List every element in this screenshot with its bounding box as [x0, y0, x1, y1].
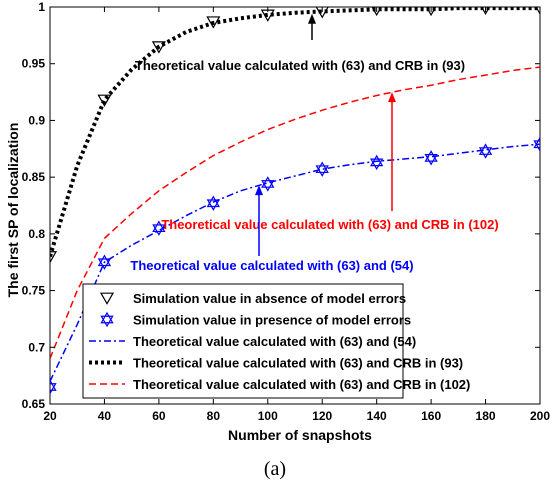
data-point-hexagram — [315, 161, 329, 177]
y-tick-label: 0.8 — [28, 227, 45, 241]
y-axis-label: The first SP of localization — [5, 123, 21, 298]
data-point-triangle — [371, 7, 382, 17]
y-tick-label: 0.7 — [28, 340, 45, 354]
annotations: Theoretical value calculated with (63) a… — [130, 13, 499, 273]
legend-label: Theoretical value calculated with (63) a… — [133, 356, 463, 371]
series-2 — [50, 143, 540, 382]
y-tick-label: 0.75 — [22, 284, 46, 298]
x-tick-label: 80 — [207, 409, 221, 423]
data-point-triangle — [97, 94, 112, 107]
y-tick-label: 0.85 — [22, 170, 46, 184]
data-point-hexagram — [424, 150, 438, 166]
series-1 — [50, 136, 540, 395]
legend: Simulation value in absence of model err… — [82, 283, 470, 399]
annotation-arrowhead — [388, 92, 396, 103]
data-point-hexagram — [152, 220, 166, 236]
legend-swatch-hexagram — [100, 311, 114, 328]
legend-swatch-triangle — [99, 292, 115, 305]
data-point-triangle — [535, 7, 540, 16]
x-tick-label: 160 — [421, 409, 441, 423]
x-tick-label: 120 — [312, 409, 332, 423]
annotation-arrowhead — [255, 185, 263, 196]
data-point-hexagram — [369, 154, 384, 171]
x-tick-label: 200 — [530, 409, 550, 423]
legend-label: Theoretical value calculated with (63) a… — [133, 334, 416, 349]
panel-label: (a) — [263, 458, 287, 480]
legend-label: Simulation value in absence of model err… — [133, 291, 406, 306]
annotation-text: Theoretical value calculated with (63) a… — [135, 58, 465, 73]
data-point-triangle — [206, 16, 221, 29]
data-point-triangle — [151, 41, 166, 54]
data-point-hexagram — [97, 254, 112, 270]
legend-label: Simulation value in presence of model er… — [133, 313, 411, 328]
data-point-hexagram — [261, 176, 275, 192]
annotation-text: Theoretical value calculated with (63) a… — [161, 217, 498, 232]
data-point-hexagram — [206, 195, 221, 211]
data-point-hexagram — [50, 379, 57, 395]
y-tick-label: 0.95 — [22, 57, 46, 71]
series-4 — [50, 66, 540, 359]
data-point-triangle — [50, 251, 58, 264]
annotation-text: Theoretical value calculated with (63) a… — [130, 258, 413, 273]
x-axis-label: Number of snapshots — [228, 427, 372, 443]
series-line — [50, 7, 540, 258]
data-point-triangle — [480, 7, 491, 16]
x-axis-ticks: 20 40 60 80 100 120 140 160 180 200 — [43, 7, 550, 423]
y-axis-ticks: 0.65 0.7 0.75 0.8 0.85 0.9 0.95 1 — [22, 0, 540, 411]
annotation-arrowhead — [308, 13, 316, 24]
x-tick-label: 100 — [258, 409, 278, 423]
data-point-hexagram — [533, 136, 540, 152]
y-tick-label: 1 — [38, 0, 45, 14]
y-tick-label: 0.9 — [28, 113, 45, 127]
x-tick-label: 60 — [152, 409, 166, 423]
legend-label: Theoretical value calculated with (63) a… — [133, 377, 470, 392]
series-3 — [50, 7, 540, 258]
series-line — [50, 66, 540, 359]
x-tick-label: 180 — [476, 409, 496, 423]
data-point-triangle — [315, 7, 329, 19]
data-point-triangle — [425, 7, 437, 17]
series-line — [50, 143, 540, 382]
legend-box — [82, 283, 404, 399]
y-tick-label: 0.65 — [22, 397, 46, 411]
data-point-hexagram — [478, 143, 493, 159]
x-tick-label: 20 — [43, 409, 57, 423]
x-tick-label: 40 — [98, 409, 112, 423]
x-tick-label: 140 — [367, 409, 387, 423]
